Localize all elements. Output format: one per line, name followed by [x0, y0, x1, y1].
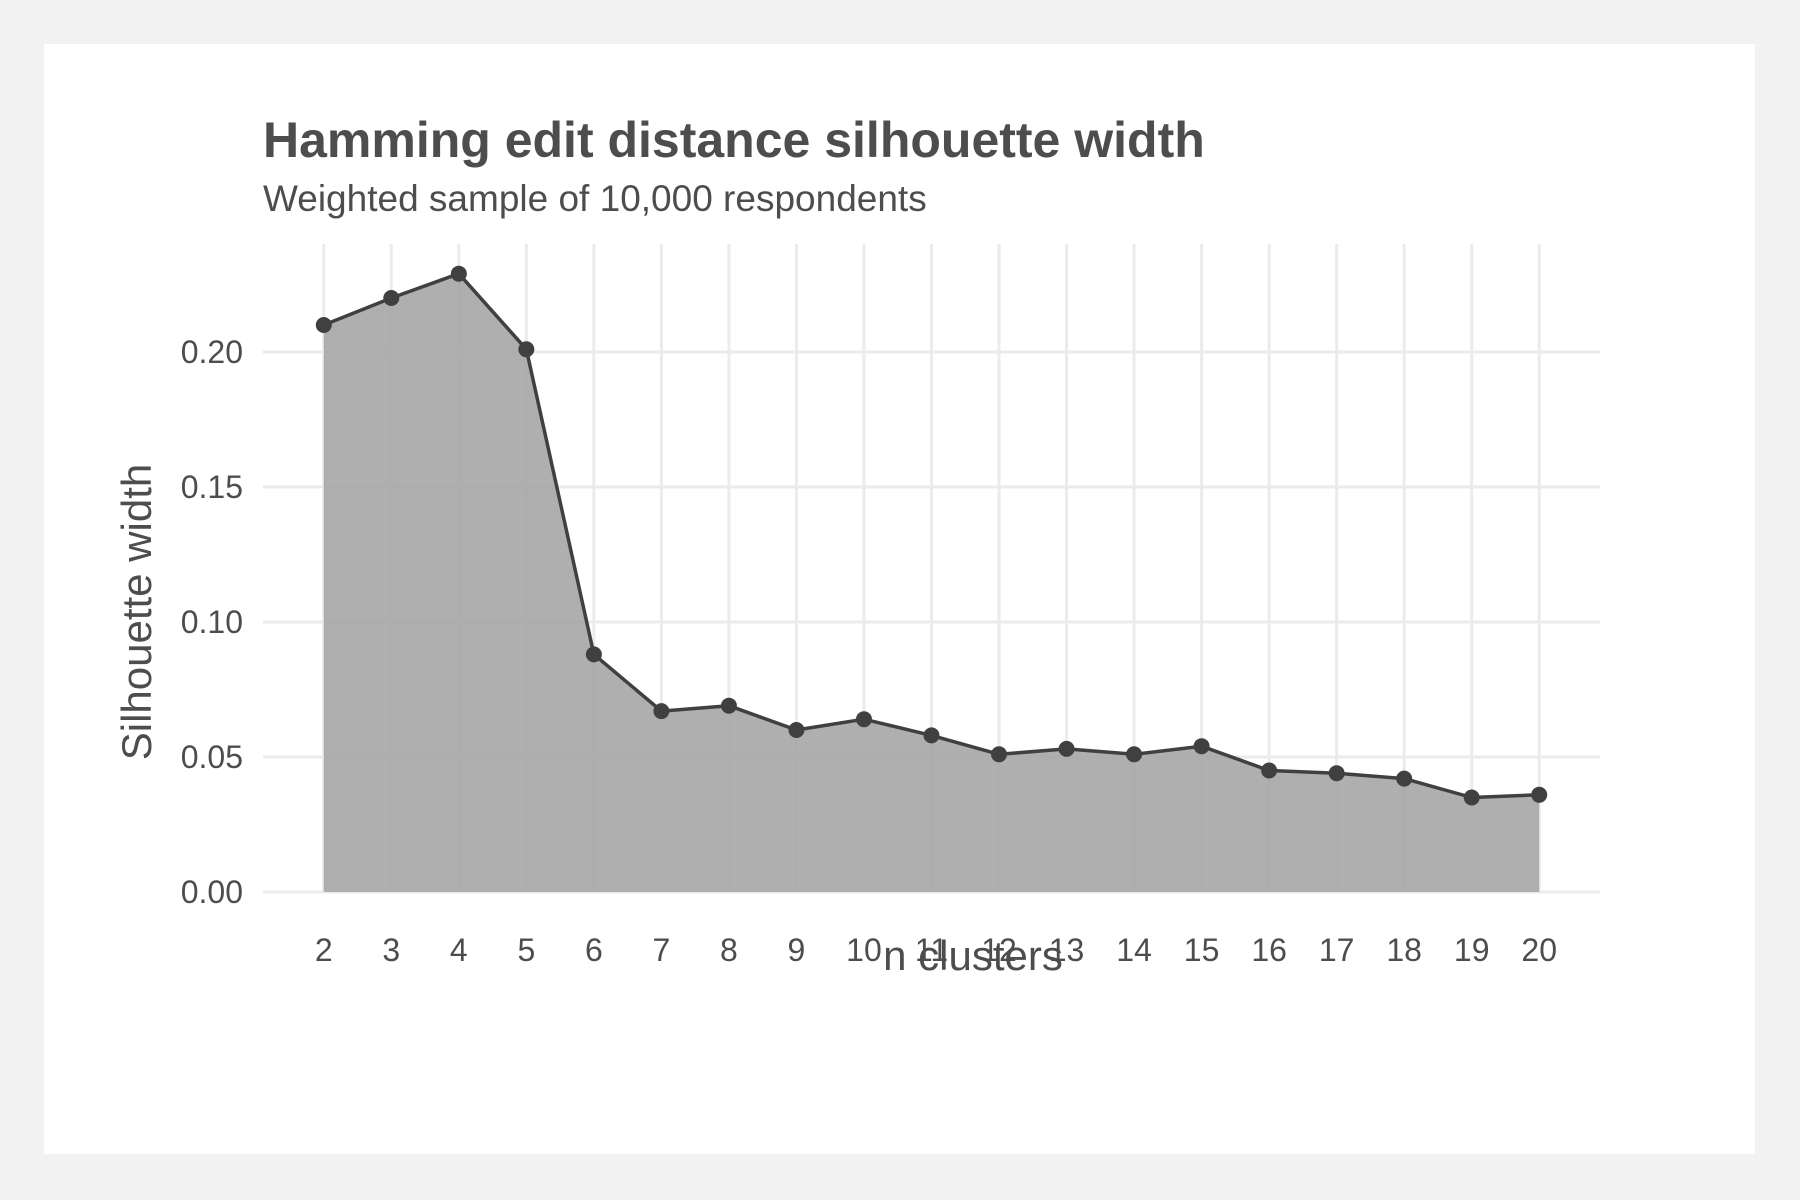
x-tick-label: 6: [585, 932, 603, 968]
x-axis-title: n clusters: [883, 932, 1063, 979]
x-tick-label: 9: [788, 932, 806, 968]
x-tick-label: 12: [981, 932, 1017, 968]
y-tick-label: 0.10: [181, 604, 243, 640]
data-point: [315, 317, 332, 333]
data-layer: [315, 265, 1548, 892]
data-point: [1058, 740, 1075, 757]
data-point: [1396, 770, 1413, 787]
y-axis-title: Silhouette width: [113, 464, 160, 761]
data-point: [450, 265, 467, 282]
data-point: [1261, 762, 1278, 779]
data-point: [855, 711, 872, 728]
x-tick-label: 5: [517, 932, 535, 968]
data-point: [1126, 746, 1143, 763]
x-tick-label: 11: [915, 932, 948, 968]
x-tick-label: 8: [720, 932, 738, 968]
data-point: [720, 697, 737, 714]
x-tick-label: 4: [450, 932, 468, 968]
y-tick-label: 0.05: [181, 739, 243, 775]
silhouette-chart: Hamming edit distance silhouette width W…: [113, 112, 1600, 979]
axis-ticks: 0.00 0.05 0.10 0.15 0.20 2 3 4 5 6 7 8 9 10 11 12 13 14 15…: [181, 334, 1557, 968]
x-tick-label: 10: [846, 932, 882, 968]
chart-title: Hamming edit distance silhouette width: [263, 112, 1205, 168]
x-tick-label: 19: [1454, 932, 1490, 968]
data-point: [383, 290, 400, 306]
x-tick-label: 20: [1521, 932, 1557, 968]
x-tick-label: 18: [1386, 932, 1422, 968]
data-point: [788, 722, 805, 738]
y-tick-label: 0.20: [181, 334, 243, 370]
x-tick-label: 2: [315, 932, 333, 968]
x-tick-label: 14: [1116, 932, 1152, 968]
data-point: [1463, 789, 1480, 806]
data-point: [1328, 765, 1345, 782]
data-point: [585, 646, 602, 663]
y-tick-label: 0.00: [181, 874, 243, 910]
data-point: [923, 727, 940, 744]
chart-panel: Hamming edit distance silhouette width W…: [44, 44, 1755, 1154]
area-fill: [323, 273, 1540, 892]
data-point: [518, 341, 535, 358]
x-tick-label: 15: [1184, 932, 1220, 968]
data-point: [991, 746, 1008, 763]
x-tick-label: 17: [1319, 932, 1355, 968]
x-tick-label: 13: [1049, 932, 1085, 968]
chart-subtitle: Weighted sample of 10,000 respondents: [263, 178, 927, 219]
data-point: [653, 703, 670, 720]
x-tick-label: 3: [382, 932, 400, 968]
x-tick-label: 7: [653, 932, 671, 968]
data-point: [1531, 786, 1548, 803]
data-point: [1193, 738, 1210, 755]
y-tick-label: 0.15: [181, 469, 243, 505]
x-tick-label: 16: [1251, 932, 1287, 968]
